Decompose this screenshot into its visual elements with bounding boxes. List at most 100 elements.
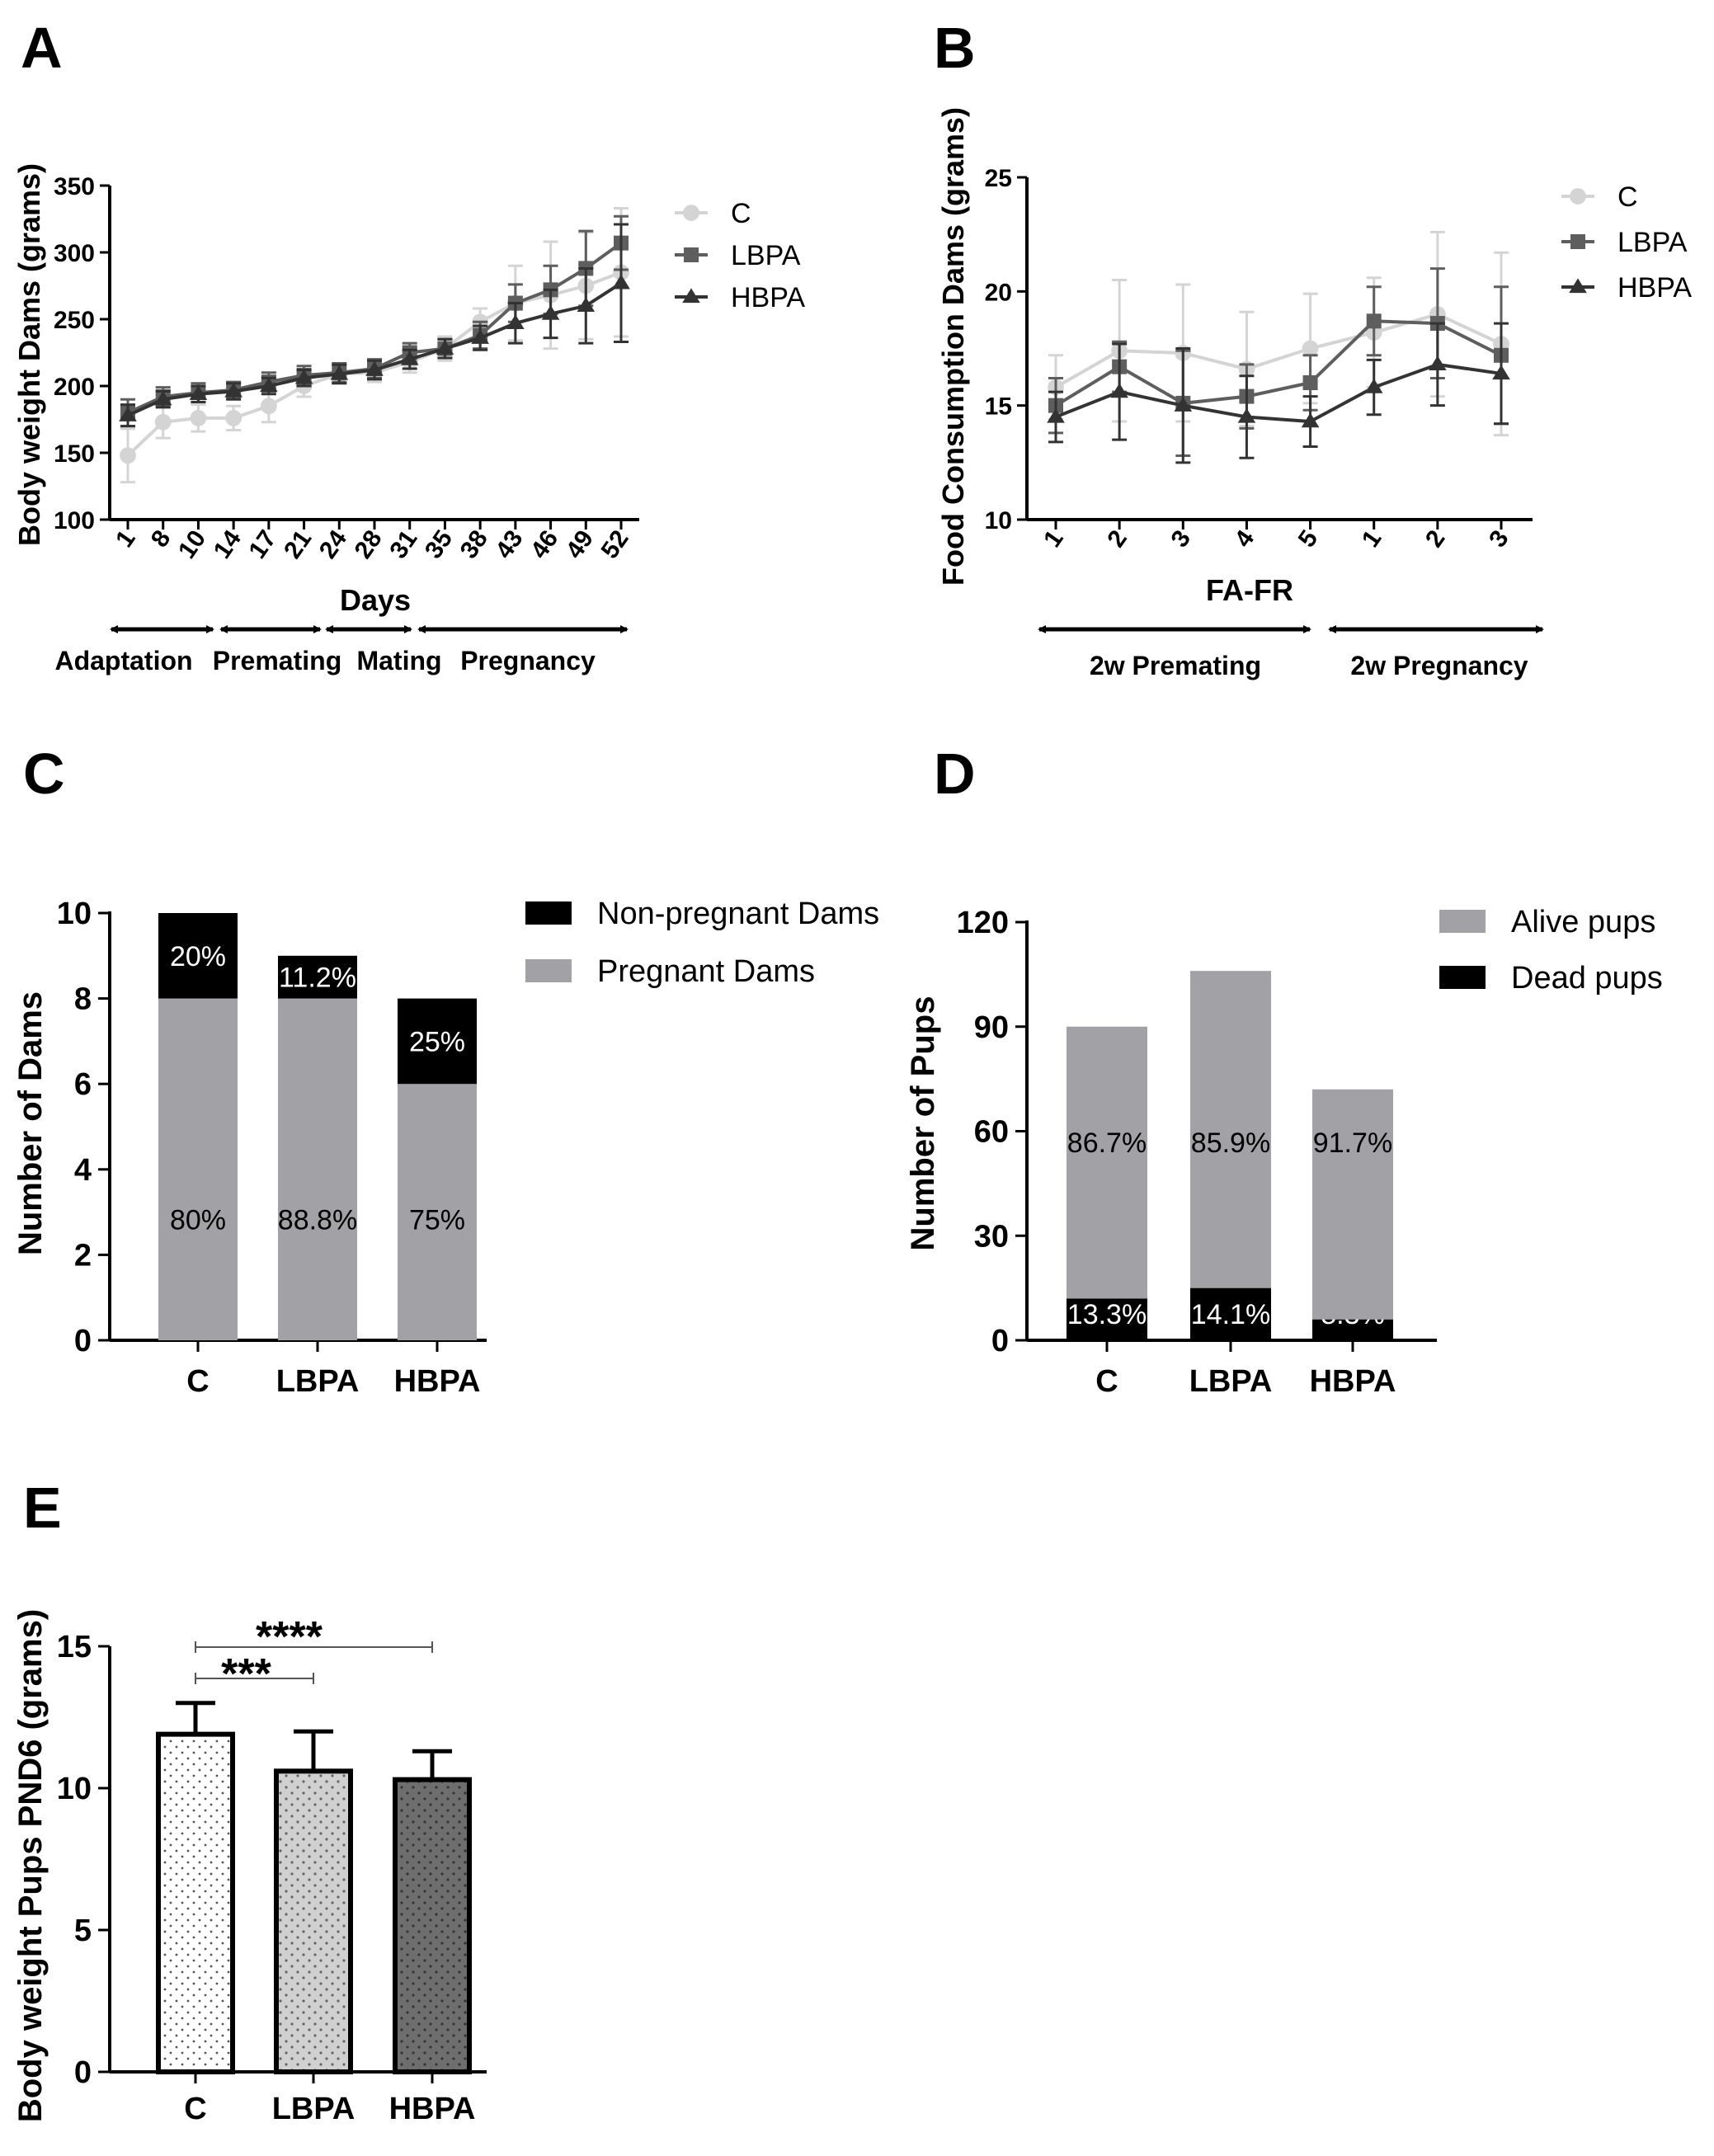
panel-d-y-tick-label: 120 (957, 906, 1009, 940)
panel-b-letter: B (934, 16, 976, 80)
panel-b-legend-marker (1570, 188, 1586, 205)
panel-e-ylabel: Body weight Pups PND6 (grams) (12, 1609, 49, 2122)
phase-label-premating: Premating (213, 646, 341, 676)
panel-a: A Body weight Dams (grams) Days 100 150 20… (12, 16, 805, 676)
panel-a-letter: A (21, 16, 63, 80)
panel-b-series-line (1055, 312, 1502, 389)
panel-c-legend-label-pregnant-dams: Pregnant Dams (597, 954, 815, 989)
panel-a-y-tick-label: 350 (54, 173, 95, 200)
panel-c-bar-label: 11.2% (279, 963, 356, 994)
phase-label-adaptation: Adaptation (54, 646, 192, 676)
panel-b-data-point (1302, 340, 1319, 357)
panel-b-x-tick-label: 1 (1038, 525, 1069, 553)
panel-b-legend-label-hbpa: HBPA (1617, 272, 1692, 304)
panel-a-plot: 100 150 200 250 300 350 1 810141721242831353843… (54, 173, 639, 563)
panel-b-ylabel: Food Consumption Dams (grams) (936, 107, 970, 586)
panel-a-data-point (154, 413, 172, 431)
panel-d-y-tick-label: 30 (974, 1219, 1009, 1254)
panel-a-data-point (190, 409, 207, 426)
panel-d-legend-swatch (1439, 966, 1486, 989)
panel-a-data-point (260, 398, 277, 415)
panel-d-y-tick-label: 60 (974, 1115, 1009, 1150)
panel-a-data-point (260, 377, 278, 393)
panel-a-x-tick-label: 49 (561, 525, 599, 563)
panel-e-y-tick-label: 5 (74, 1914, 92, 1948)
panel-e-plot: 0 5 10 15 C LBPA HBPA ******* (57, 1613, 487, 2126)
panel-a-x-tick-label: 38 (455, 525, 493, 563)
panel-c-bar-label: 75% (409, 1204, 465, 1236)
panel-d-legend: Alive pups Dead pups (1439, 905, 1663, 996)
panel-a-data-point (506, 314, 525, 330)
panel-e-y-tick-label: 15 (57, 1630, 92, 1664)
panel-d-legend-swatch (1439, 910, 1486, 933)
panel-c-y-tick-label: 4 (74, 1153, 92, 1188)
panel-d-y-tick-label: 90 (974, 1010, 1009, 1045)
panel-a-legend-label-c: C (731, 198, 751, 229)
panel-d-bar-label: 14.1% (1191, 1299, 1270, 1330)
panel-a-legend-label-lbpa: LBPA (731, 240, 801, 271)
panel-a-series-hbpa (119, 223, 630, 428)
panel-c-y-tick-label: 10 (57, 897, 92, 931)
panel-a-data-point (365, 360, 384, 376)
panel-e: E Body weight Pups PND6 (grams) 0 5 10 15 C L… (12, 1476, 487, 2126)
panel-b-plot: 10 15 20 25 1 2 3 4 5 1 2 3 (985, 165, 1533, 553)
panel-d-bar-segment-alive-pups (1312, 1089, 1393, 1320)
panel-a-x-tick-label: 24 (314, 525, 352, 564)
panel-e-y-tick-label: 10 (57, 1772, 92, 1806)
panel-e-sig-label: **** (256, 1613, 323, 1661)
panel-a-legend: C LBPA HBPA (675, 198, 805, 313)
panel-c-legend-swatch (525, 901, 572, 925)
panel-a-ylabel: Body weight Dams (grams) (12, 163, 46, 546)
panel-c-letter: C (23, 741, 65, 806)
panel-c-ylabel: Number of Dams (12, 991, 49, 1255)
panel-a-x-tick-label: 31 (384, 525, 422, 563)
panel-a-x-tick-label: 28 (350, 525, 388, 563)
panel-a-series-c (120, 207, 629, 484)
panel-e-bar-hbpa (393, 1777, 472, 2074)
panel-b-legend-label-lbpa: LBPA (1617, 227, 1688, 258)
panel-d-bar-segment-dead-pups (1067, 1298, 1147, 1340)
panel-b-y-tick-label: 15 (985, 393, 1012, 421)
panel-a-xlabel: Days (340, 583, 411, 617)
panel-b-x-tick-label: 4 (1230, 525, 1260, 553)
panel-b-data-point (1429, 355, 1447, 371)
panel-a-x-tick-label: 17 (243, 525, 281, 563)
panel-e-y-tick-label: 0 (74, 2055, 92, 2090)
panel-e-sig-label: *** (221, 1650, 271, 1698)
panel-b-data-point (1301, 412, 1320, 428)
panel-d-x-tick-label: LBPA (1189, 1364, 1273, 1399)
panel-d-bar-label: 91.7% (1313, 1127, 1392, 1159)
panel-a-legend-marker (683, 205, 699, 221)
panel-a-x-tick-label: 52 (596, 525, 634, 563)
panel-e-x-tick-label: HBPA (389, 2092, 476, 2126)
panel-b-legend-label-c: C (1617, 181, 1638, 213)
panel-a-data-point (119, 407, 137, 421)
panel-a-y-tick-label: 100 (54, 507, 95, 534)
panel-c-bar-segment-pregnant-dams (158, 998, 238, 1340)
panel-b-x-tick-label: 2 (1102, 525, 1132, 553)
panel-a-legend-marker (684, 247, 699, 262)
panel-d-legend-label-dead-pups: Dead pups (1511, 961, 1663, 996)
panel-a-data-point (224, 382, 243, 398)
panel-a-y-tick-label: 300 (54, 240, 95, 267)
panel-e-x-tick-label: LBPA (272, 2092, 356, 2126)
panel-c-bar-label: 88.8% (278, 1204, 357, 1236)
panel-c-y-tick-label: 8 (74, 982, 92, 1017)
panel-e-letter: E (23, 1476, 62, 1540)
panel-c-bar-label: 80% (170, 1204, 226, 1236)
phase-label-premating: 2w Premating (1090, 651, 1261, 680)
panel-b-x-tick-label: 3 (1165, 525, 1196, 553)
panel-c-legend-swatch (525, 959, 572, 982)
panel-c-legend: Non-pregnant Dams Pregnant Dams (525, 897, 879, 989)
phase-label-pregnancy: Pregnancy (460, 646, 596, 676)
panel-a-data-point (612, 274, 630, 290)
panel-c-y-tick-label: 6 (74, 1067, 92, 1102)
panel-a-x-tick-label: 35 (420, 525, 458, 563)
panel-a-data-point (120, 447, 136, 464)
panel-c-bar-segment-non-pregnant-dams (278, 955, 357, 999)
panel-a-data-point (189, 385, 208, 400)
panel-d-x-tick-label: C (1095, 1364, 1118, 1399)
panel-e-bar-c (156, 1731, 235, 2074)
panel-c-plot: 0 2 4 6 8 10 C 80% 20% LBPA 88.8% 11.2% HBPA 75% 25% (57, 897, 487, 1399)
panel-d-x-tick-label: HBPA (1310, 1364, 1396, 1399)
